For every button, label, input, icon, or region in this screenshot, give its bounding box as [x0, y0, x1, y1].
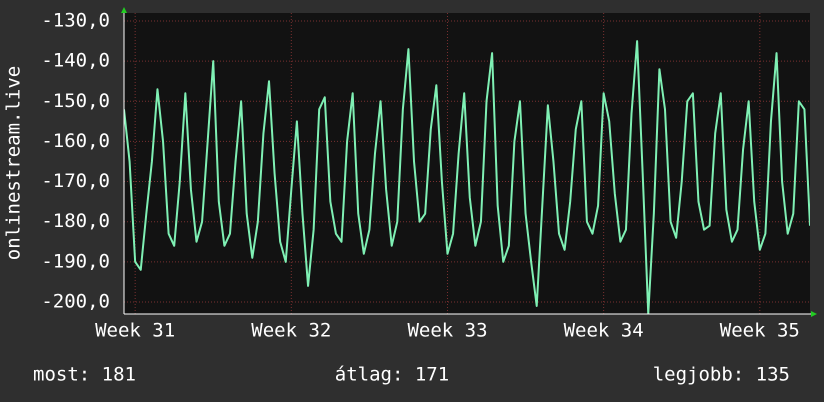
x-tick-label: Week 35 [720, 320, 800, 342]
x-tick-label: Week 32 [251, 320, 331, 342]
footer-average: átlag: 171 [335, 364, 449, 386]
x-arrow [811, 311, 817, 317]
y-tick-label: -180,0 [41, 210, 110, 232]
y-tick-label: -200,0 [41, 290, 110, 312]
x-tick-label: Week 31 [95, 320, 175, 342]
y-tick-label: -130,0 [41, 10, 110, 32]
labels: -130,0 -140,0 -150,0 -160,0 -170,0 -180,0 -190… [41, 10, 799, 342]
x-tick-label: Week 33 [407, 320, 487, 342]
series-line [124, 40, 810, 314]
y-arrow [121, 7, 127, 13]
y-axis-label: onlinestream.live [3, 66, 25, 260]
footer-current: most: 181 [33, 364, 136, 386]
footer-best: legjobb: 135 [653, 364, 790, 386]
y-tick-label: -160,0 [41, 130, 110, 152]
y-tick-label: -140,0 [41, 50, 110, 72]
y-tick-label: -190,0 [41, 250, 110, 272]
y-tick-label: -170,0 [41, 170, 110, 192]
x-tick-label: Week 34 [564, 320, 644, 342]
y-tick-label: -150,0 [41, 90, 110, 112]
series-layer [124, 40, 810, 314]
